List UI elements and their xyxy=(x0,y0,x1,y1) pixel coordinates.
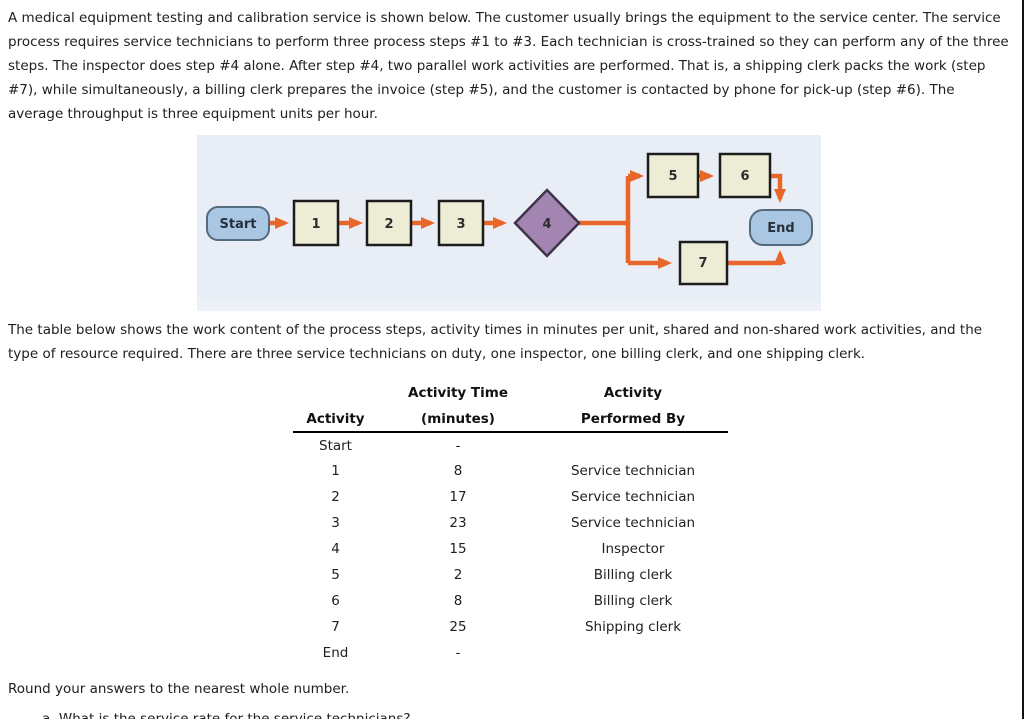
rounding-instruction: Round your answers to the nearest whole … xyxy=(8,681,350,697)
activity-cell: 7 xyxy=(331,619,340,635)
activity-table-container: Activity Time Activity Activity (minutes… xyxy=(293,380,728,666)
activity-cell: End xyxy=(322,645,349,661)
time-cell: 8 xyxy=(453,463,463,479)
activity-table: Activity Time Activity Activity (minutes… xyxy=(293,380,728,666)
step-4-diamond: 4 xyxy=(513,188,581,258)
resource-cell: Service technician xyxy=(570,489,696,505)
resource-cell: Billing clerk xyxy=(593,567,673,583)
step-2-box: 2 xyxy=(365,199,413,247)
table-row: 2 17 Service technician xyxy=(293,484,728,510)
step-7-label: 7 xyxy=(698,256,707,271)
activity-cell: Start xyxy=(319,437,352,454)
time-cell: 25 xyxy=(449,619,467,635)
step-2-label: 2 xyxy=(384,217,393,232)
step-5-box: 5 xyxy=(646,152,700,199)
table-row: 5 2 Billing clerk xyxy=(293,562,728,588)
table-row: 1 8 Service technician xyxy=(293,458,728,484)
header-row-1: Activity Time Activity xyxy=(293,380,728,406)
performed-by-header-line1: Activity xyxy=(603,385,663,401)
table-row: Start - xyxy=(293,432,728,458)
time-cell: 23 xyxy=(449,515,467,531)
activity-time-header: Activity Time xyxy=(408,385,508,401)
resource-cell xyxy=(538,432,728,458)
resource-cell: Billing clerk xyxy=(593,593,673,609)
minutes-header: (minutes) xyxy=(378,406,538,433)
end-node: End xyxy=(749,209,813,246)
activity-header: Activity xyxy=(293,406,378,433)
time-cell: 8 xyxy=(453,593,463,609)
activity-table-body: Start - 1 8 Service technician 2 17 Serv… xyxy=(293,432,728,666)
activity-table-header: Activity Time Activity Activity (minutes… xyxy=(293,380,728,433)
activity-cell: 5 xyxy=(331,567,340,583)
time-cell: 15 xyxy=(449,541,467,557)
flow-arrows xyxy=(269,170,786,269)
arrow-6-to-end xyxy=(770,173,786,203)
resource-cell: Service technician xyxy=(570,515,696,531)
resource-cell: Service technician xyxy=(570,463,696,479)
activity-cell: 1 xyxy=(331,463,340,479)
step-3-label: 3 xyxy=(456,217,465,232)
process-flow-diagram: Start 1 2 3 4 5 xyxy=(197,135,821,311)
start-node: Start xyxy=(206,206,270,241)
start-node-label: Start xyxy=(220,217,257,232)
step-6-box: 6 xyxy=(718,152,772,199)
activity-cell: 4 xyxy=(331,541,340,557)
step-7-box: 7 xyxy=(678,240,729,286)
step-4-label: 4 xyxy=(542,217,551,232)
process-flow-svg: Start 1 2 3 4 5 xyxy=(206,152,813,286)
question-line-clipped: a. What is the service rate for the serv… xyxy=(42,711,411,719)
time-cell: - xyxy=(455,437,461,454)
step-1-box: 1 xyxy=(292,199,340,247)
activity-cell: 3 xyxy=(331,515,340,531)
step-1-label: 1 xyxy=(311,217,320,232)
table-row: 4 15 Inspector xyxy=(293,536,728,562)
end-node-label: End xyxy=(767,221,794,236)
table-row: 3 23 Service technician xyxy=(293,510,728,536)
performed-by-header-line2: Performed By xyxy=(538,406,728,433)
resource-cell: Inspector xyxy=(601,541,665,557)
arrow-7-to-end xyxy=(727,250,786,266)
table-row: 7 25 Shipping clerk xyxy=(293,614,728,640)
activity-cell: 6 xyxy=(331,593,340,609)
intro-paragraph: A medical equipment testing and calibrat… xyxy=(8,10,1009,122)
resource-cell xyxy=(538,640,728,666)
table-intro-paragraph: The table below shows the work content o… xyxy=(8,322,983,362)
time-cell: - xyxy=(455,645,461,661)
resource-cell: Shipping clerk xyxy=(584,619,682,635)
table-row: 6 8 Billing clerk xyxy=(293,588,728,614)
time-cell: 2 xyxy=(453,567,463,583)
activity-cell: 2 xyxy=(331,489,340,505)
header-spacer-cell xyxy=(293,380,378,406)
step-3-box: 3 xyxy=(437,199,485,247)
header-row-2: Activity (minutes) Performed By xyxy=(293,406,728,433)
table-row: End - xyxy=(293,640,728,666)
step-6-label: 6 xyxy=(740,169,749,184)
step-5-label: 5 xyxy=(668,169,677,184)
time-cell: 17 xyxy=(449,489,467,505)
